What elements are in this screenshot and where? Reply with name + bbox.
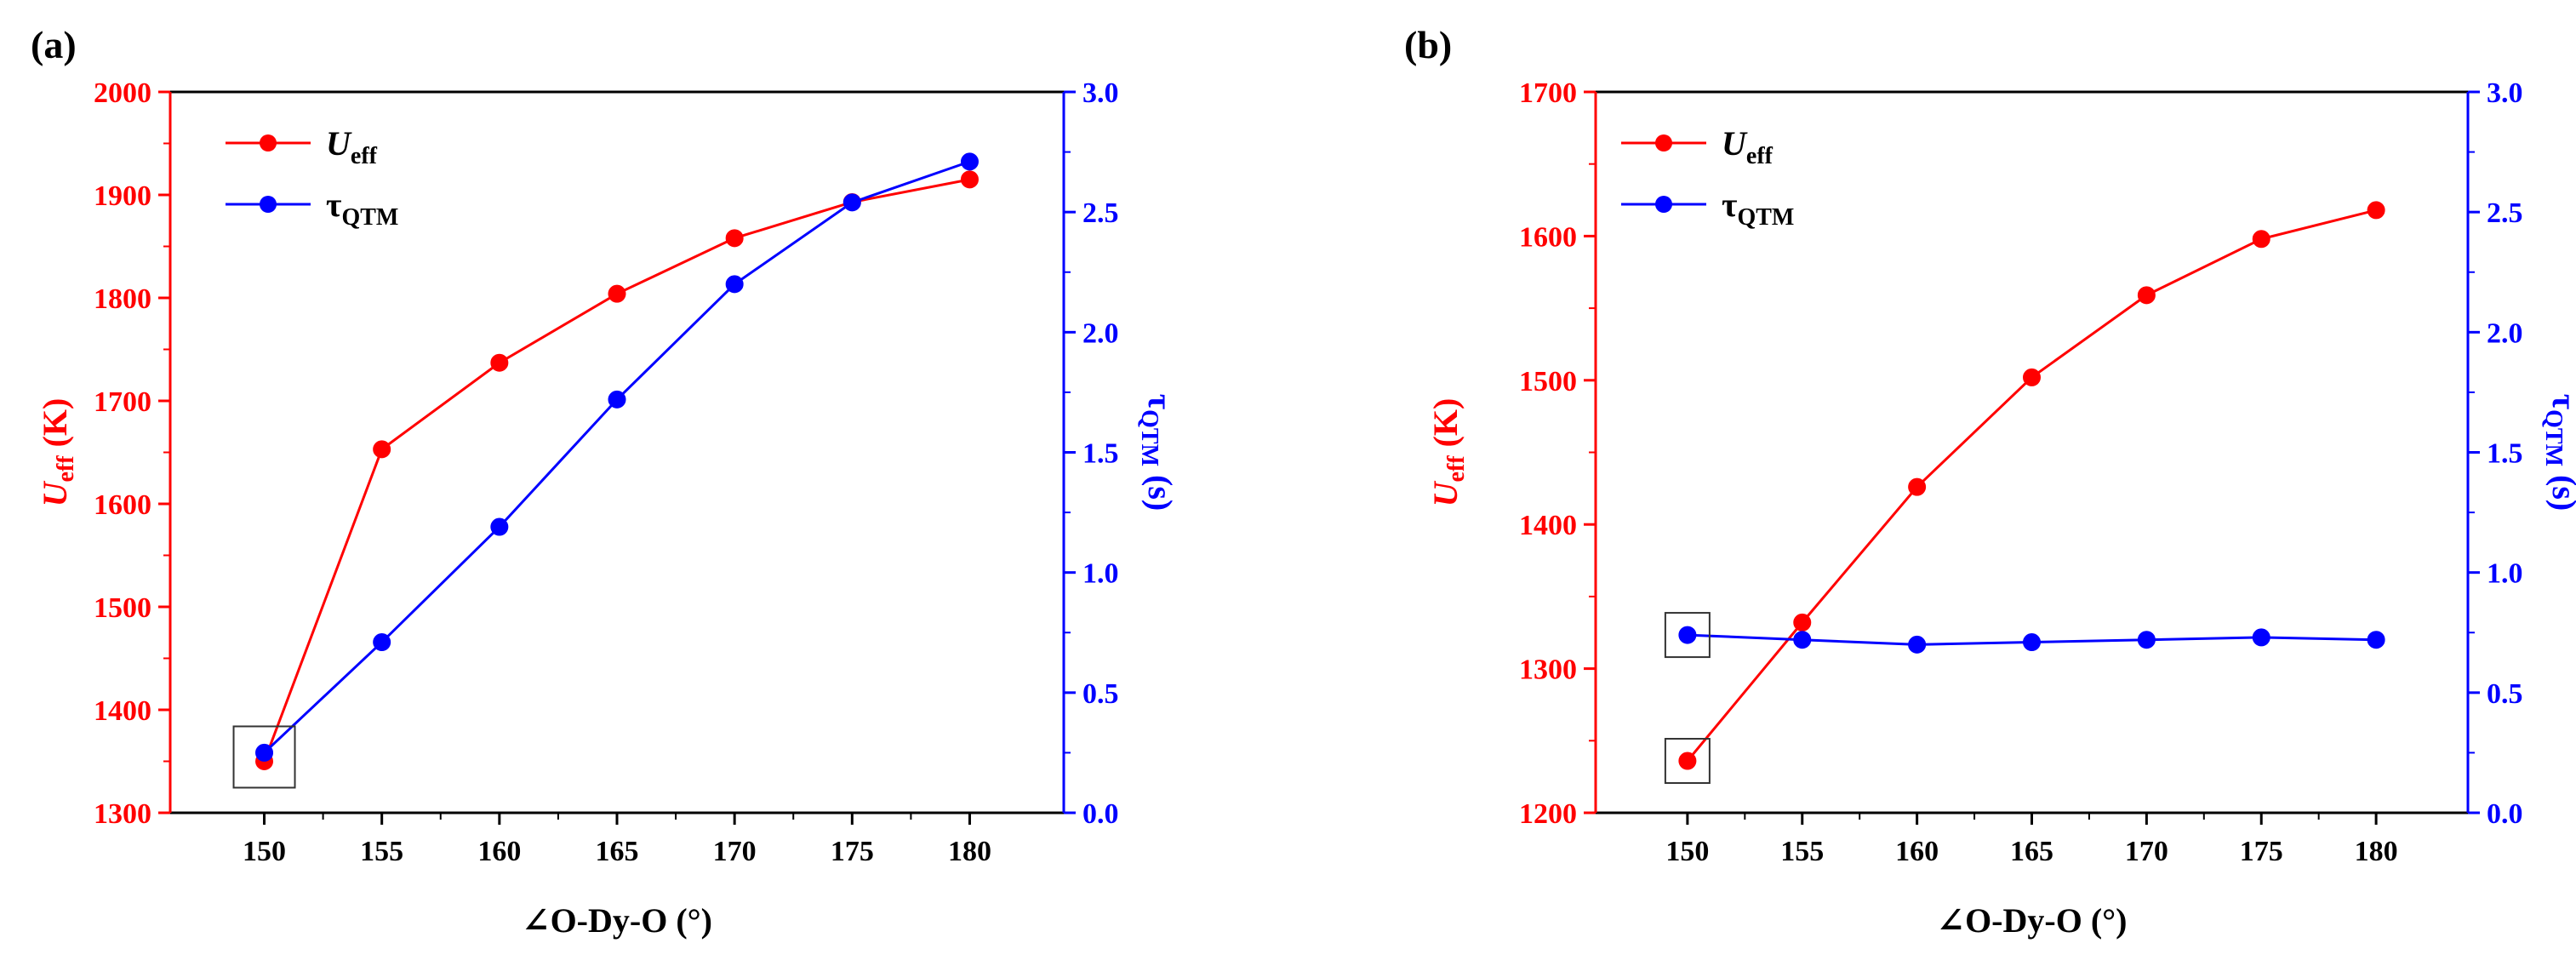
legend-marker bbox=[260, 134, 277, 151]
x-tick-label: 180 bbox=[948, 836, 991, 867]
x-tick-label: 160 bbox=[477, 836, 521, 867]
data-point-qtm bbox=[255, 743, 274, 762]
data-point-qtm bbox=[2367, 631, 2385, 649]
x-tick-label: 150 bbox=[243, 836, 286, 867]
data-point-qtm bbox=[373, 633, 391, 652]
data-point-qtm bbox=[2252, 628, 2270, 647]
right-y-tick-label: 1.5 bbox=[2487, 438, 2523, 470]
x-tick-label: 165 bbox=[596, 836, 639, 867]
legend-marker bbox=[1655, 134, 1672, 151]
legend-label: τQTM bbox=[326, 186, 398, 231]
highlight-box bbox=[1664, 738, 1711, 785]
x-tick-label: 165 bbox=[2010, 836, 2053, 867]
left-y-tick-label: 1500 bbox=[94, 592, 151, 624]
legend-marker bbox=[260, 196, 277, 213]
x-tick-label: 155 bbox=[360, 836, 403, 867]
highlight-box bbox=[1664, 612, 1711, 659]
data-point-qtm bbox=[2137, 631, 2156, 649]
x-tick-label: 160 bbox=[1895, 836, 1939, 867]
left-y-tick-label: 1700 bbox=[1519, 77, 1577, 109]
data-point-eff bbox=[960, 170, 979, 189]
panel-label: (b) bbox=[1404, 23, 1452, 66]
x-tick-label: 175 bbox=[2240, 836, 2283, 867]
legend-label: Ueff bbox=[326, 124, 378, 169]
right-y-axis-title: τQTM (s) bbox=[2540, 394, 2576, 512]
left-y-tick-label: 1700 bbox=[94, 386, 151, 418]
data-point-qtm bbox=[1793, 631, 1812, 649]
right-y-tick-label: 3.0 bbox=[1082, 77, 1119, 109]
left-y-tick-label: 2000 bbox=[94, 77, 151, 109]
left-y-tick-label: 1400 bbox=[1519, 510, 1577, 541]
data-point-qtm bbox=[1908, 635, 1927, 654]
left-y-tick-label: 1300 bbox=[1519, 654, 1577, 686]
right-y-tick-label: 0.0 bbox=[2487, 798, 2523, 830]
data-point-qtm bbox=[842, 193, 861, 212]
right-y-tick-label: 0.5 bbox=[2487, 678, 2523, 710]
legend-label: τQTM bbox=[1722, 186, 1794, 231]
panel-b: (b) 1200 1300 1400 1500 1600 1700 0.0 0.5 1.0 1.5 2… bbox=[1404, 23, 2576, 940]
right-y-axis-title: τQTM (s) bbox=[1136, 394, 1179, 512]
data-point-qtm bbox=[1678, 626, 1697, 644]
data-point-eff bbox=[725, 229, 744, 248]
left-y-tick-label: 1400 bbox=[94, 695, 151, 727]
left-y-tick-label: 1200 bbox=[1519, 798, 1577, 830]
data-point-eff bbox=[2023, 368, 2041, 386]
data-point-eff bbox=[2137, 286, 2156, 305]
series-line-qtm bbox=[263, 160, 970, 754]
left-y-tick-label: 1800 bbox=[94, 283, 151, 315]
x-tick-label: 150 bbox=[1665, 836, 1709, 867]
data-point-eff bbox=[1678, 752, 1697, 770]
data-point-qtm bbox=[608, 390, 626, 409]
highlight-box bbox=[232, 725, 296, 789]
right-y-tick-label: 2.0 bbox=[1082, 317, 1119, 349]
legend-label: Ueff bbox=[1722, 124, 1773, 169]
data-point-eff bbox=[373, 440, 391, 459]
data-point-eff bbox=[2367, 201, 2385, 220]
data-point-eff bbox=[1908, 477, 1927, 496]
right-y-tick-label: 0.0 bbox=[1082, 798, 1119, 830]
data-point-eff bbox=[2252, 230, 2270, 249]
series-line-eff bbox=[263, 178, 970, 763]
data-point-qtm bbox=[725, 275, 744, 294]
x-tick-label: 170 bbox=[2125, 836, 2168, 867]
legend-marker bbox=[1655, 196, 1672, 213]
left-y-axis-title: Ueff (K) bbox=[36, 398, 79, 507]
data-point-eff bbox=[608, 284, 626, 303]
data-point-qtm bbox=[2023, 633, 2041, 652]
right-y-tick-label: 1.0 bbox=[2487, 558, 2523, 590]
x-axis-title: ∠O-Dy-O (°) bbox=[1937, 901, 2128, 940]
data-point-eff bbox=[1793, 613, 1812, 632]
data-point-eff bbox=[490, 353, 509, 372]
x-tick-label: 180 bbox=[2355, 836, 2398, 867]
left-y-tick-label: 1600 bbox=[94, 489, 151, 521]
series-line-eff bbox=[1686, 209, 2377, 762]
left-y-tick-label: 1900 bbox=[94, 180, 151, 212]
right-y-tick-label: 2.5 bbox=[1082, 197, 1119, 229]
panel-label: (a) bbox=[31, 23, 77, 66]
left-y-tick-label: 1600 bbox=[1519, 221, 1577, 253]
left-y-axis-title: Ueff (K) bbox=[1426, 398, 1470, 507]
x-tick-label: 155 bbox=[1780, 836, 1824, 867]
left-y-tick-label: 1300 bbox=[94, 798, 151, 830]
x-axis-title: ∠O-Dy-O (°) bbox=[522, 901, 712, 940]
right-y-tick-label: 1.5 bbox=[1082, 438, 1119, 470]
data-point-qtm bbox=[490, 517, 509, 536]
right-y-tick-label: 2.0 bbox=[2487, 317, 2523, 349]
x-tick-label: 170 bbox=[713, 836, 757, 867]
right-y-tick-label: 0.5 bbox=[1082, 678, 1119, 710]
data-point-qtm bbox=[960, 152, 979, 171]
right-y-tick-label: 3.0 bbox=[2487, 77, 2523, 109]
left-y-tick-label: 1500 bbox=[1519, 366, 1577, 397]
right-y-tick-label: 1.0 bbox=[1082, 558, 1119, 590]
panel-a: (a) 1300 1400 1500 1600 1700 1800 1900 2000 0.0 0.… bbox=[31, 23, 1179, 940]
x-tick-label: 175 bbox=[831, 836, 874, 867]
right-y-tick-label: 2.5 bbox=[2487, 197, 2523, 229]
